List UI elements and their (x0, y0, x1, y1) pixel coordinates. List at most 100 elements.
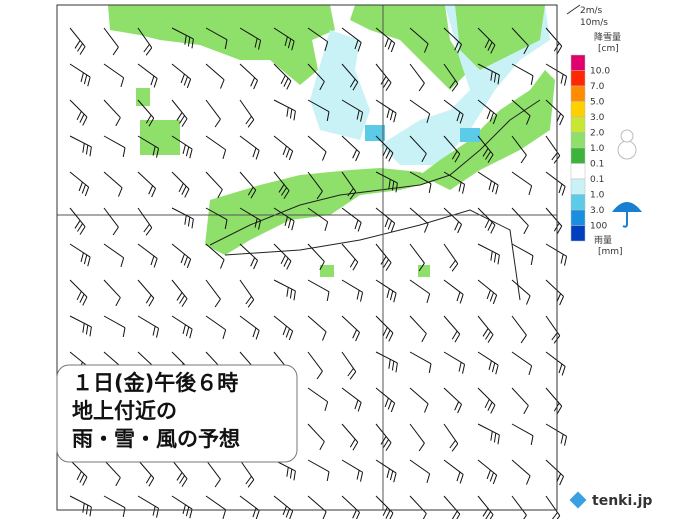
wind-barb-feather (247, 479, 255, 488)
legend: 2m/s 10m/s 降雪量 [cm] 10.0 7.0 5.0 3.0 2.0 1.0 0… (566, 4, 642, 257)
wind-barb-feather (222, 329, 227, 340)
wind-barb-feather (489, 112, 495, 122)
wind-barb-feather (143, 224, 150, 233)
wind-barb-feather (284, 216, 288, 227)
wind-barb-feather (528, 185, 533, 196)
wind-barb (307, 387, 328, 403)
wind-barb-feather (349, 78, 356, 88)
wind-barb-feather (79, 113, 85, 123)
logo: tenki.jp (592, 493, 652, 509)
wind-barb-feather (393, 112, 397, 123)
wind-barb-feather (316, 370, 323, 380)
wind-barb-feather (384, 37, 389, 48)
wind-barb-feather (326, 471, 330, 482)
wind-barb-feather (77, 223, 84, 232)
wind-barb-feather (143, 44, 150, 53)
wind-barb-feather (324, 41, 329, 52)
wind-barb-feather (82, 503, 85, 513)
wind-barb-feather (385, 149, 391, 159)
snowman-icon (620, 129, 634, 143)
wind-barb-feather (186, 78, 192, 89)
wind-barb (511, 171, 532, 187)
wind-barb-feather (459, 474, 464, 484)
wind-barb-feather (217, 189, 223, 199)
wind-barb-feather (122, 507, 126, 518)
wind-barb (511, 387, 529, 406)
wind-barb (511, 243, 534, 257)
wind-barb-feather (179, 115, 186, 124)
wind-barb-feather (183, 76, 189, 86)
wind-barb-feather (530, 255, 534, 266)
wind-barb (307, 279, 330, 293)
wind-barb-feather (326, 291, 330, 302)
wind-barb-feather (77, 43, 84, 52)
wind-barb-feather (485, 511, 492, 519)
wind-barb-feather (191, 218, 194, 229)
wind-barb-feather (454, 153, 461, 163)
wind-barb-feather (428, 183, 432, 194)
wind-barb-feather (449, 260, 456, 269)
wind-barb-feather (187, 217, 191, 227)
wind-barb-feather (352, 329, 358, 339)
color-swatch (570, 132, 586, 149)
wind-barb-feather (118, 187, 123, 197)
legend-tick-label: 2.0 (590, 129, 605, 139)
wind-barb-feather (115, 117, 121, 127)
wind-barb-feather (289, 469, 293, 479)
wind-barb-feather (285, 148, 291, 158)
wind-barb-feather (388, 152, 394, 162)
wind-barb-feather (451, 330, 458, 340)
legend-title: 雨量 (594, 235, 612, 246)
wind-barb-feather (482, 328, 489, 337)
snowman-icon (617, 140, 637, 160)
wind-barb-feather (356, 470, 360, 480)
wind-barb-feather (250, 189, 257, 199)
wind-barb-feather (385, 509, 391, 519)
wind-barb-feather (530, 75, 534, 86)
wind-barb (511, 423, 534, 437)
umbrella-icon (622, 212, 628, 228)
wind-barb (545, 387, 563, 407)
wind-barb-feather (220, 259, 225, 269)
wind-barb-feather (355, 332, 361, 342)
wind-barb-feather (150, 255, 155, 266)
wind-barb (273, 171, 290, 191)
wind-barb-feather (451, 443, 459, 452)
wind-barb-feather (451, 263, 459, 272)
wind-barb-feather (280, 75, 286, 85)
wind-barb-feather (184, 188, 190, 198)
wind-barb-feather (115, 477, 121, 487)
snow-area (420, 70, 555, 190)
wind-barb-feather (347, 368, 354, 377)
wind-barb-feather (383, 259, 390, 268)
wind-barb (137, 495, 159, 509)
wind-barb-feather (255, 510, 260, 519)
color-swatch (570, 209, 586, 226)
wind-barb-feather (526, 115, 531, 125)
wind-barb-feather (357, 222, 362, 232)
wind-barb-feather (418, 262, 425, 272)
color-swatch (570, 116, 586, 133)
wind-barb-feather (145, 47, 153, 56)
wind-barb-feather (191, 38, 194, 49)
wind-barb-feather (245, 296, 252, 305)
wind-barb-feather (456, 513, 461, 519)
wind-barb (205, 63, 225, 81)
wind-barb (409, 171, 432, 185)
wind-barb (307, 27, 328, 43)
wind-barb-feather (180, 253, 185, 264)
wind-barb-feather (487, 401, 493, 411)
wind-barb-feather (560, 254, 564, 264)
wind-barb-feather (214, 478, 221, 488)
color-swatch (570, 101, 586, 118)
wind-barb-feather (490, 404, 496, 414)
wind-barb-feather (319, 261, 325, 271)
wind-barb-feather (82, 296, 88, 306)
wind-barb-feather (84, 186, 90, 197)
wind-barb-feather (561, 366, 566, 376)
wind-barb-feather (495, 184, 499, 195)
wind-barb-feather (82, 323, 85, 333)
wind-barb-feather (484, 399, 490, 409)
wind-barb (307, 351, 323, 372)
wind-barb-feather (383, 439, 390, 448)
